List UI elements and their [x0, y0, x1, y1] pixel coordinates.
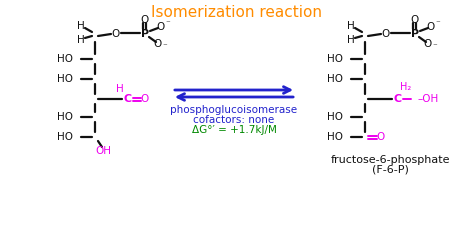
Text: ⁻: ⁻	[433, 42, 438, 52]
Text: HO: HO	[57, 74, 73, 84]
Text: C: C	[394, 94, 402, 104]
Text: phosphoglucoisomerase: phosphoglucoisomerase	[171, 105, 298, 115]
Text: H: H	[116, 84, 124, 94]
Text: fructose-6-phosphate: fructose-6-phosphate	[330, 155, 450, 165]
Text: Isomerization reaction: Isomerization reaction	[152, 5, 322, 20]
Text: O: O	[154, 39, 162, 49]
Text: HO: HO	[57, 112, 73, 122]
Text: ⁻: ⁻	[165, 20, 170, 29]
Text: HO: HO	[327, 54, 343, 64]
Text: P: P	[141, 29, 149, 39]
Text: P: P	[411, 29, 419, 39]
Text: H: H	[347, 35, 355, 45]
Text: HO: HO	[327, 112, 343, 122]
Text: O: O	[427, 22, 435, 32]
Text: O: O	[112, 29, 120, 39]
Text: O: O	[141, 15, 149, 25]
Text: O: O	[141, 94, 149, 104]
Text: O: O	[377, 132, 385, 142]
Text: H: H	[77, 21, 85, 31]
Text: HO: HO	[327, 132, 343, 142]
Text: C: C	[124, 94, 132, 104]
Text: O: O	[382, 29, 390, 39]
Text: HO: HO	[327, 74, 343, 84]
Text: (F-6-P): (F-6-P)	[372, 165, 409, 175]
Text: HO: HO	[57, 132, 73, 142]
Text: ⁻: ⁻	[436, 20, 440, 29]
Text: H₂: H₂	[400, 82, 411, 92]
Text: ⁻: ⁻	[163, 42, 167, 52]
Text: O: O	[157, 22, 165, 32]
Text: cofactors: none: cofactors: none	[193, 115, 274, 125]
Text: H: H	[347, 21, 355, 31]
Text: O: O	[424, 39, 432, 49]
Text: ΔG°′ = +1.7kJ/M: ΔG°′ = +1.7kJ/M	[191, 125, 276, 135]
Text: O: O	[411, 15, 419, 25]
Text: H: H	[77, 35, 85, 45]
Text: OH: OH	[95, 146, 111, 156]
Text: HO: HO	[57, 54, 73, 64]
Text: –OH: –OH	[418, 94, 439, 104]
